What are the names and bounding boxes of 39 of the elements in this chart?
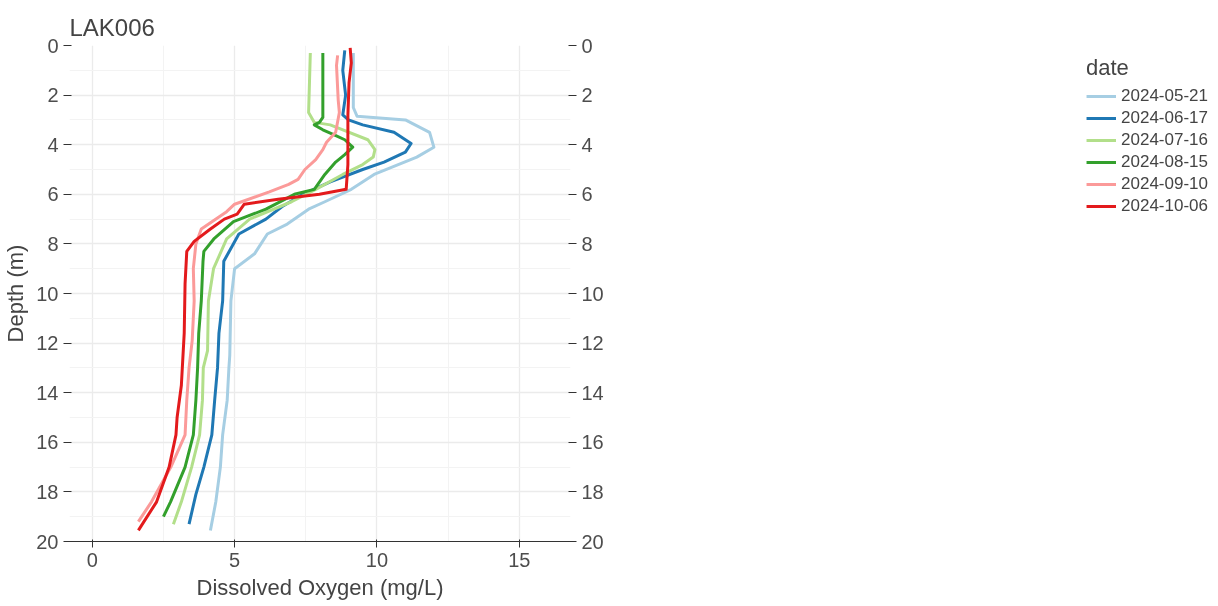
y-tick-label: 8: [47, 232, 59, 255]
y2-tick-label: 0: [581, 34, 593, 57]
legend-label: 2024-09-10: [1121, 174, 1208, 194]
legend-label: 2024-08-15: [1121, 152, 1208, 172]
legend-title: date: [1086, 55, 1130, 81]
y-tick-label: 4: [47, 133, 59, 156]
legend-label: 2024-05-21: [1121, 86, 1208, 106]
line-series: [208, 51, 436, 533]
y-tick-label: 10: [36, 282, 59, 305]
x-tick-label: 5: [229, 548, 241, 571]
x-tick-label: 15: [508, 548, 531, 571]
line-series: [161, 51, 355, 519]
x-tick-label: 10: [365, 548, 389, 571]
y-tick-label: 20: [36, 530, 59, 553]
y-axis-title: Depth (m): [3, 244, 29, 343]
y-tick-label: 18: [36, 480, 59, 503]
y2-tick-label: 20: [581, 530, 604, 553]
chart-title: LAK006: [69, 13, 155, 41]
y2-tick-label: 8: [581, 232, 593, 255]
y-tick-label: 2: [47, 84, 59, 107]
y2-tick-label: 14: [581, 381, 604, 404]
y2-tick-label: 12: [581, 332, 604, 355]
x-axis-title: Dissolved Oxygen (mg/L): [196, 574, 444, 600]
y-tick-label: 6: [47, 183, 59, 206]
y-tick-label: 0: [47, 34, 59, 57]
y2-tick-label: 4: [581, 133, 593, 156]
legend-label: 2024-07-16: [1121, 130, 1208, 150]
y-tick-label: 12: [36, 332, 59, 355]
y2-tick-label: 16: [581, 431, 604, 454]
y2-tick-label: 2: [581, 84, 593, 107]
legend-label: 2024-10-06: [1121, 196, 1208, 216]
y2-tick-label: 18: [581, 480, 604, 503]
line-series: [171, 51, 377, 526]
y2-tick-label: 6: [581, 183, 593, 206]
x-tick-label: 0: [86, 548, 98, 571]
y-tick-label: 16: [36, 431, 59, 454]
y-tick-label: 14: [36, 381, 59, 404]
y2-tick-label: 10: [581, 282, 604, 305]
legend-label: 2024-06-17: [1121, 108, 1208, 128]
